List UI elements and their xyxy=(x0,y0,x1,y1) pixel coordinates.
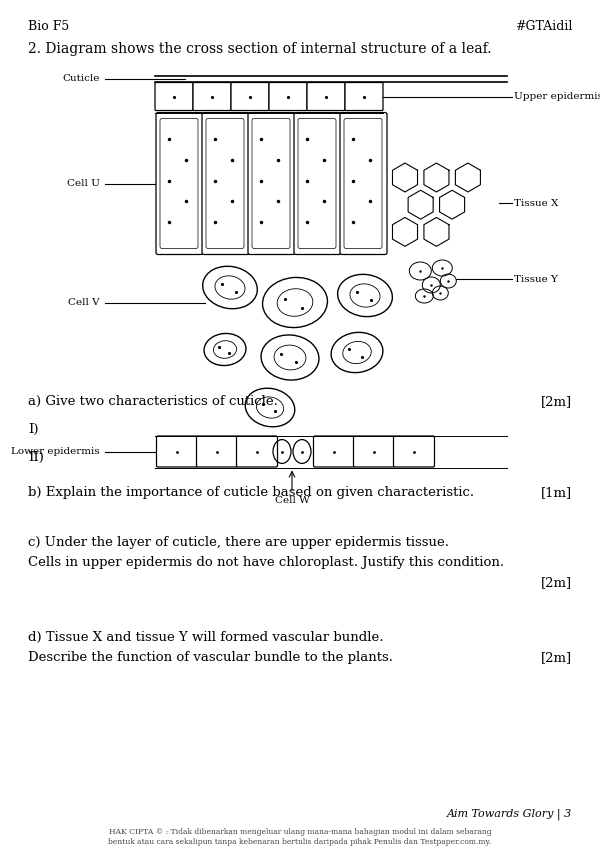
Text: II): II) xyxy=(28,451,44,464)
FancyBboxPatch shape xyxy=(202,112,249,254)
Text: [2m]: [2m] xyxy=(541,651,572,664)
Text: Cuticle: Cuticle xyxy=(62,74,100,83)
FancyBboxPatch shape xyxy=(353,436,395,467)
Text: d) Tissue X and tissue Y will formed vascular bundle.: d) Tissue X and tissue Y will formed vas… xyxy=(28,631,383,644)
Text: Aim Towards Glory | 3: Aim Towards Glory | 3 xyxy=(447,808,572,819)
FancyBboxPatch shape xyxy=(345,82,383,110)
FancyBboxPatch shape xyxy=(157,436,197,467)
FancyBboxPatch shape xyxy=(344,118,382,248)
Text: Describe the function of vascular bundle to the plants.: Describe the function of vascular bundle… xyxy=(28,651,393,664)
FancyBboxPatch shape xyxy=(197,436,238,467)
Text: Cell W: Cell W xyxy=(275,496,310,505)
Text: bentuk atau cara sekalipun tanpa kebenaran bertulis daripada pihak Penulis dan T: bentuk atau cara sekalipun tanpa kebenar… xyxy=(109,838,491,846)
Text: c) Under the layer of cuticle, there are upper epidermis tissue.: c) Under the layer of cuticle, there are… xyxy=(28,536,449,549)
Text: Cells in upper epidermis do not have chloroplast. Justify this condition.: Cells in upper epidermis do not have chl… xyxy=(28,556,504,569)
FancyBboxPatch shape xyxy=(231,82,269,110)
Text: I): I) xyxy=(28,423,38,436)
Text: Lower epidermis: Lower epidermis xyxy=(11,447,100,456)
Text: Cell V: Cell V xyxy=(68,298,100,307)
FancyBboxPatch shape xyxy=(236,436,277,467)
Text: Tissue X: Tissue X xyxy=(514,199,559,207)
FancyBboxPatch shape xyxy=(156,112,203,254)
Text: HAK CIPTA © : Tidak dibenarkan mengeluar ulang mana-mana bahagian modul ini dala: HAK CIPTA © : Tidak dibenarkan mengeluar… xyxy=(109,828,491,836)
FancyBboxPatch shape xyxy=(160,118,198,248)
Text: 2. Diagram shows the cross section of internal structure of a leaf.: 2. Diagram shows the cross section of in… xyxy=(28,42,491,56)
FancyBboxPatch shape xyxy=(155,82,193,110)
FancyBboxPatch shape xyxy=(269,82,307,110)
FancyBboxPatch shape xyxy=(193,82,231,110)
Text: [1m]: [1m] xyxy=(541,486,572,499)
FancyBboxPatch shape xyxy=(252,118,290,248)
Text: a) Give two characteristics of cuticle.: a) Give two characteristics of cuticle. xyxy=(28,395,278,408)
Text: #GTAidil: #GTAidil xyxy=(515,20,572,33)
FancyBboxPatch shape xyxy=(314,436,355,467)
Text: b) Explain the importance of cuticle based on given characteristic.: b) Explain the importance of cuticle bas… xyxy=(28,486,474,499)
Text: Bio F5: Bio F5 xyxy=(28,20,69,33)
Text: Cell U: Cell U xyxy=(67,179,100,188)
FancyBboxPatch shape xyxy=(294,112,341,254)
FancyBboxPatch shape xyxy=(394,436,434,467)
FancyBboxPatch shape xyxy=(206,118,244,248)
Text: Upper epidermis: Upper epidermis xyxy=(514,92,600,101)
Text: Tissue Y: Tissue Y xyxy=(514,275,558,284)
Text: [2m]: [2m] xyxy=(541,395,572,408)
FancyBboxPatch shape xyxy=(307,82,345,110)
FancyBboxPatch shape xyxy=(248,112,295,254)
Text: [2m]: [2m] xyxy=(541,576,572,589)
FancyBboxPatch shape xyxy=(340,112,387,254)
FancyBboxPatch shape xyxy=(298,118,336,248)
